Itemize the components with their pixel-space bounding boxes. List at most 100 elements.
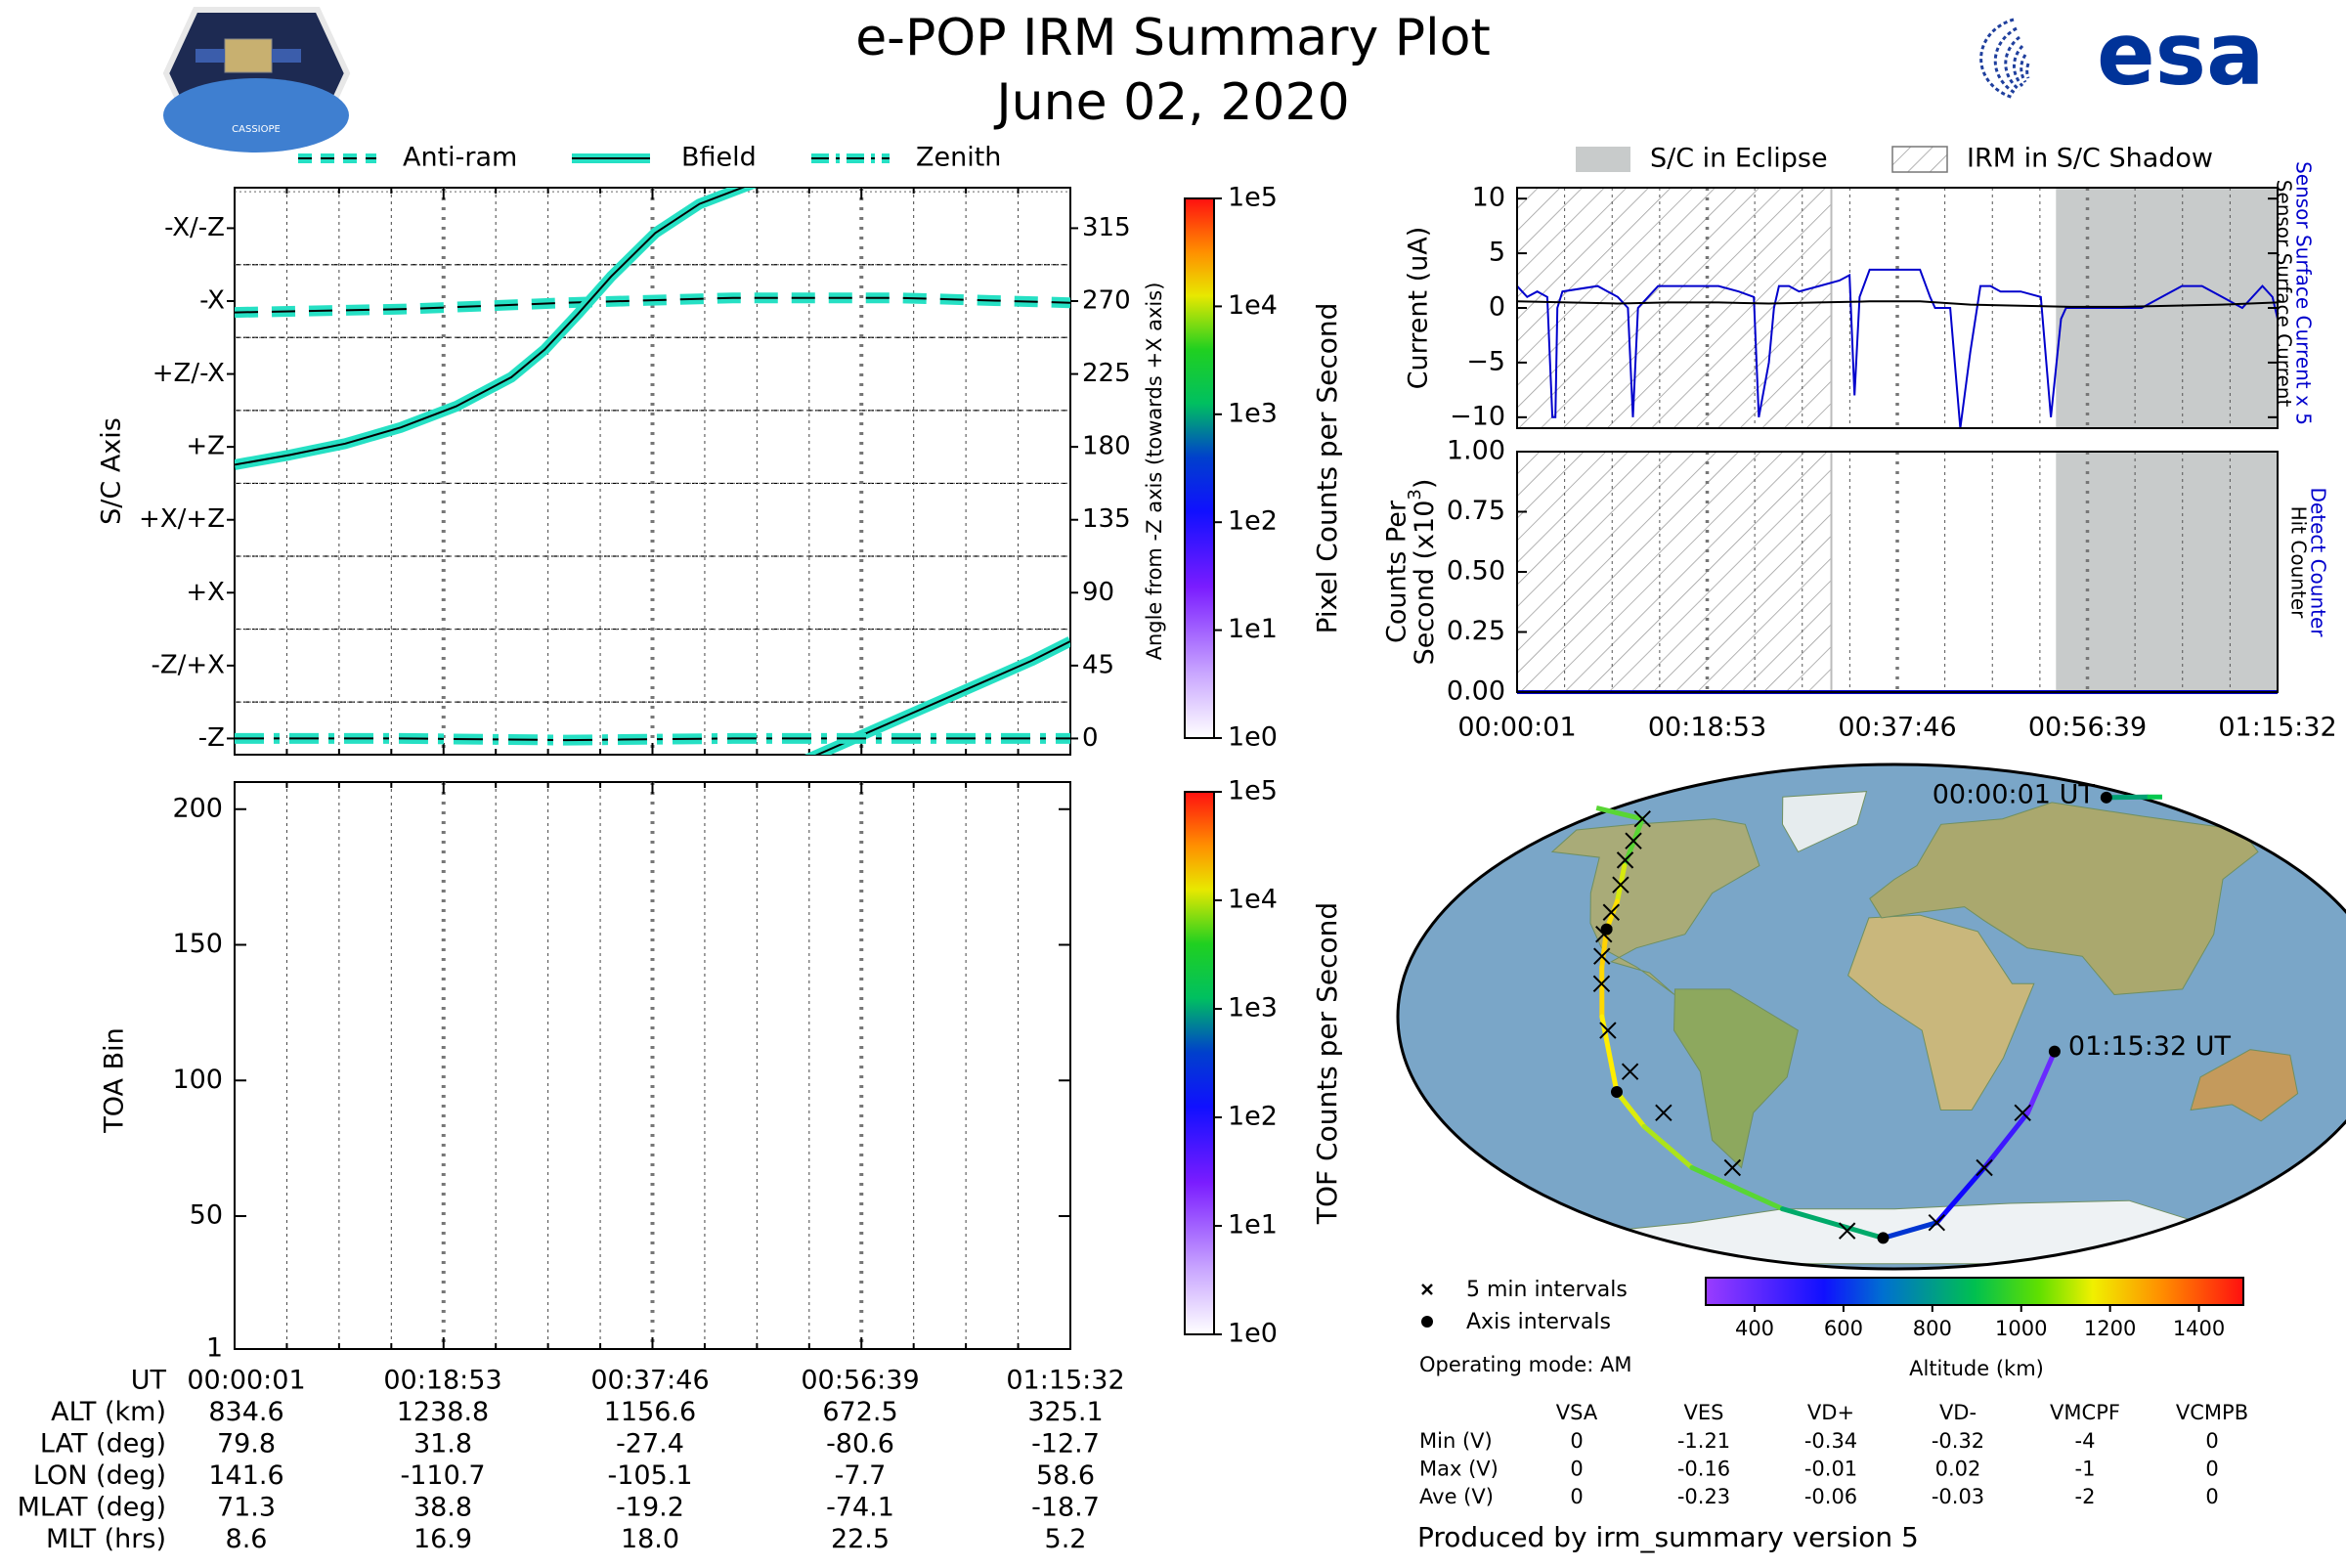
eclipse-legend-label: S/C in Eclipse [1650,144,1828,174]
world-map [1398,764,2346,1269]
logo-earth [163,78,349,152]
axis-label: -X/-Z [164,213,225,242]
esa-swirl [2006,37,2020,90]
table-cell: -105.1 [607,1460,692,1491]
footer-text: Produced by irm_summary version 5 [1417,1521,1919,1553]
altitude-tick-label: 1400 [2173,1317,2225,1340]
legend-5min-label: 5 min intervals [1466,1278,1628,1302]
pixel-colorbar-label: Pixel Counts per Second [1311,303,1343,634]
counts-ylabel-close: ) [1410,479,1440,490]
counts-ylabel-line1: Counts Per [1382,500,1412,643]
tof-colorbar [1185,792,1214,1334]
counts-ylabel-main: Second (x10 [1410,501,1440,666]
angle-tick: 0 [1082,723,1099,753]
table-cell: 00:00:01 [187,1366,305,1396]
axis-interval-marker [1601,924,1613,936]
table-cell: -110.7 [400,1460,485,1491]
hit-counter-label: Hit Counter [2287,506,2311,619]
time-tick-label: 00:00:01 [1457,713,1576,743]
esa-swirl [2027,64,2028,78]
angle-tick: 270 [1082,286,1131,316]
voltage-cell: -1.21 [1677,1429,1730,1453]
table-cell: 18.0 [621,1524,679,1554]
current-axis-label: Sensor Surface Current [2273,180,2296,408]
legend-antiram-label: Anti-ram [403,143,517,173]
axis-label: +Z/-X [152,359,225,388]
table-cell: 79.8 [217,1429,276,1459]
voltage-cell: -0.32 [1932,1429,1984,1453]
counts-ylabel-line2: Second (x103) [1405,479,1440,666]
table-cell: -18.7 [1031,1493,1100,1523]
altitude-tick-label: 800 [1913,1317,1952,1340]
tof-colorbar-label: TOF Counts per Second [1311,902,1343,1225]
esa-logo: esa [1981,4,2265,105]
pixel-colorbar-tick-label: 1e2 [1228,506,1278,537]
voltage-header: VSA [1556,1401,1598,1424]
angle-tick: 225 [1082,359,1131,388]
axis-ylabel: S/C Axis [97,417,127,525]
legend-axis-label: Axis intervals [1466,1310,1611,1334]
axis-legend: Anti-ram Bfield Zenith [298,143,1001,173]
table-cell: -12.7 [1031,1429,1100,1459]
tof-colorbar-tick-label: 1e0 [1228,1319,1278,1349]
angle-tick: 180 [1082,432,1131,461]
legend-zenith-label: Zenith [916,143,1001,173]
toa-tick-label: 200 [172,793,223,823]
axis-label: +Z [186,432,225,461]
voltage-cell: 0 [1570,1458,1583,1481]
legend-bfield-label: Bfield [681,143,757,173]
table-cell: 5.2 [1045,1524,1087,1554]
table-cell: 00:18:53 [383,1366,501,1396]
logo-satellite [225,39,272,72]
voltage-row-label: Ave (V) [1419,1485,1494,1508]
axis-label: +X/+Z [139,504,225,534]
altitude-colorbar [1706,1278,2243,1305]
pixel-colorbar [1185,198,1214,738]
shadow-legend-label: IRM in S/C Shadow [1967,144,2213,174]
counts-tick-label: 1.00 [1447,436,1505,466]
axis-interval-marker [2049,1046,2061,1058]
voltage-row-label: Min (V) [1419,1429,1493,1453]
table-cell: -74.1 [826,1493,894,1523]
logo-text: CASSIOPE [232,124,281,135]
table-row-label: MLAT (deg) [18,1493,166,1523]
voltage-cell: 0 [2205,1485,2218,1508]
shadow-swatch [1892,147,1947,172]
esa-swirl [1981,20,2014,98]
angle-tick: 45 [1082,650,1114,679]
table-cell: 1156.6 [604,1397,696,1427]
axis-label: -Z [198,723,225,753]
axis-interval-marker [1877,1232,1889,1243]
time-tick-label: 01:15:32 [2218,713,2336,743]
track-segment [2107,797,2148,798]
table-row-label: UT [131,1366,167,1396]
voltage-row-label: Max (V) [1419,1458,1499,1481]
voltage-cell: -0.06 [1804,1485,1857,1508]
voltage-header: VES [1684,1401,1724,1424]
pixel-colorbar-tick-label: 1e5 [1228,183,1278,213]
table-cell: 31.8 [413,1429,472,1459]
tof-colorbar-tick-label: 1e3 [1228,993,1278,1024]
voltage-header: VD- [1939,1401,1977,1424]
voltage-header: VMCPF [2050,1401,2120,1424]
track-start-label: 00:00:01 UT [1933,779,2096,809]
table-cell: 672.5 [822,1397,897,1427]
voltage-cell: 0 [1570,1485,1583,1508]
tof-colorbar-tick-label: 1e2 [1228,1102,1278,1132]
altitude-tick-label: 1000 [1995,1317,2047,1340]
table-cell: 71.3 [217,1493,276,1523]
table-cell: 8.6 [226,1524,268,1554]
page-date: June 02, 2020 [993,73,1349,132]
axis-label: -X [199,286,225,316]
toa-tick-label: 50 [190,1200,223,1231]
table-cell: 16.9 [413,1524,472,1554]
esa-swirl [2014,46,2022,86]
track-end-label: 01:15:32 UT [2068,1031,2232,1062]
voltage-header: VD+ [1807,1401,1854,1424]
table-cell: 38.8 [413,1493,472,1523]
voltage-cell: -0.16 [1677,1458,1730,1481]
table-row-label: LAT (deg) [40,1429,166,1459]
altitude-colorbar-label: Altitude (km) [1909,1357,2044,1380]
